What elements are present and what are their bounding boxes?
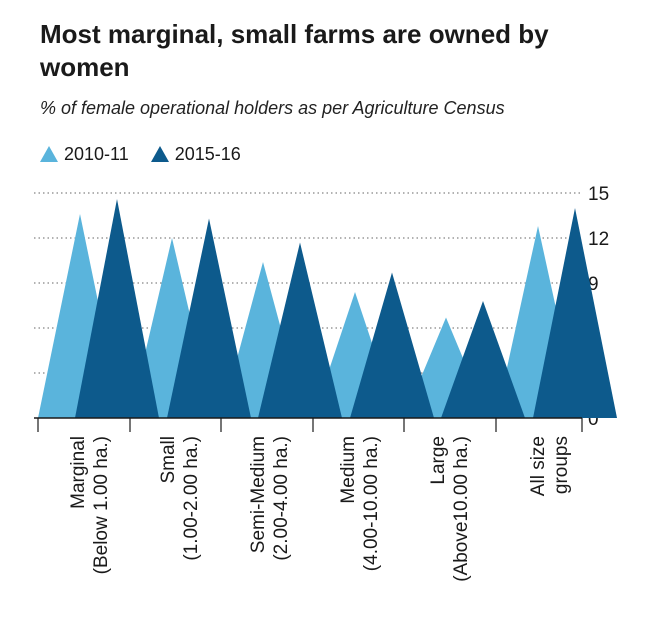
chart-subtitle: % of female operational holders as per A…: [40, 98, 505, 118]
y-tick-label: 0: [588, 409, 599, 430]
y-tick-label: 15: [588, 184, 609, 205]
legend-swatch-2010-11: [40, 146, 58, 162]
y-tick-label: 9: [588, 274, 599, 295]
svg-text:Marginal(Below 1.00 ha.): Marginal (Below 1.00 ha.): [68, 436, 112, 574]
triangle-2015-16-4: [441, 301, 525, 418]
legend-label-2015-16: 2015-16: [174, 143, 241, 164]
svg-text:Medium(4.00-10.00 ha.): Medium (4.00-10.00 ha.): [338, 436, 382, 571]
y-tick-label: 12: [588, 229, 609, 250]
svg-text:Large(Above10.00 ha.): Large (Above10.00 ha.): [428, 436, 472, 582]
x-category-label: Small (1.00-2.00 ha.): [158, 436, 202, 561]
triangle-2015-16-3: [350, 272, 434, 418]
x-category-label: All size groups: [528, 436, 572, 496]
legend-item-2010-11: 2010-11: [40, 144, 129, 165]
svg-text:Semi-Medium(2.00-4.00 ha.): Semi-Medium (2.00-4.00 ha.): [248, 436, 292, 561]
x-category-label: Medium (4.00-10.00 ha.): [338, 436, 382, 571]
legend-label-2010-11: 2010-11: [64, 143, 129, 164]
x-category-label: Large (Above10.00 ha.): [428, 436, 472, 582]
legend-item-2015-16: 2015-16: [150, 143, 241, 165]
legend: 2010-11 2015-16: [40, 142, 263, 166]
legend-swatch-2015-16: [150, 146, 169, 162]
triangle-2015-16-2: [258, 242, 342, 418]
triangle-2015-16-1: [167, 218, 251, 418]
triangle-2015-16-5: [533, 208, 617, 418]
x-category-label: Marginal (Below 1.00 ha.): [68, 436, 112, 574]
triangle-2015-16-0: [75, 199, 159, 418]
chart-title: Most marginal, small farms are owned by …: [40, 19, 549, 82]
svg-text:Small(1.00-2.00 ha.): Small (1.00-2.00 ha.): [158, 436, 202, 561]
x-category-label: Semi-Medium (2.00-4.00 ha.): [248, 436, 292, 561]
